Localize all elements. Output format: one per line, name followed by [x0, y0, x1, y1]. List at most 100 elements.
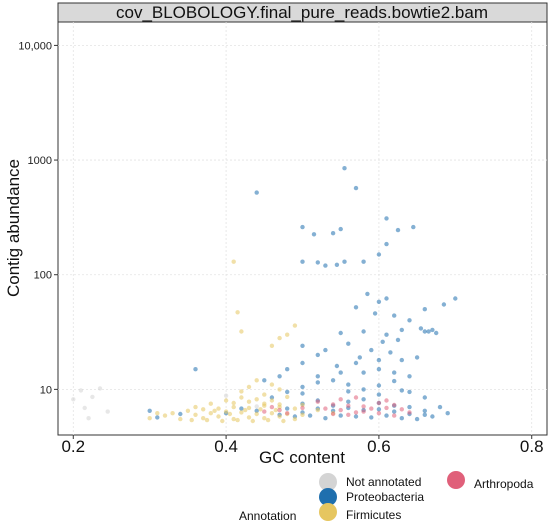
point-proteobacteria — [399, 327, 404, 333]
point-proteobacteria — [323, 263, 328, 268]
point-arthropoda — [384, 405, 389, 411]
point-firmicutes — [292, 406, 298, 411]
point-firmicutes — [235, 310, 240, 315]
point-firmicutes — [231, 416, 236, 422]
point-proteobacteria — [399, 357, 404, 363]
point-proteobacteria — [353, 414, 359, 419]
point-firmicutes — [254, 378, 259, 383]
point-proteobacteria — [437, 404, 443, 410]
legend-label-firmicutes: Firmicutes — [346, 508, 401, 522]
point-proteobacteria — [372, 311, 378, 316]
point-proteobacteria — [376, 252, 382, 257]
point-proteobacteria — [315, 352, 320, 358]
point-not-annotated — [90, 394, 95, 400]
point-proteobacteria — [388, 350, 393, 355]
point-arthropoda — [369, 406, 374, 411]
point-proteobacteria — [369, 415, 374, 420]
point-firmicutes — [285, 394, 290, 400]
point-proteobacteria — [399, 388, 404, 393]
point-firmicutes — [277, 414, 282, 419]
point-proteobacteria — [384, 413, 389, 418]
point-arthropoda — [399, 407, 404, 412]
point-proteobacteria — [353, 360, 359, 366]
point-proteobacteria — [407, 318, 412, 323]
point-arthropoda — [361, 409, 366, 414]
point-proteobacteria — [426, 329, 431, 334]
grid-lines — [58, 22, 547, 435]
point-proteobacteria — [346, 341, 351, 346]
point-arthropoda — [338, 397, 343, 402]
point-proteobacteria — [254, 408, 259, 413]
point-firmicutes — [277, 402, 282, 407]
point-proteobacteria — [346, 389, 351, 394]
point-firmicutes — [246, 415, 252, 420]
point-firmicutes — [155, 411, 160, 416]
point-proteobacteria — [361, 259, 366, 264]
point-proteobacteria — [395, 337, 401, 343]
point-firmicutes — [239, 410, 244, 415]
point-proteobacteria — [323, 347, 328, 353]
point-proteobacteria — [361, 370, 366, 375]
point-proteobacteria — [239, 406, 244, 411]
x-axis-title: GC content — [259, 448, 345, 467]
point-firmicutes — [235, 417, 240, 423]
x-tick-label: 0.6 — [367, 437, 391, 456]
point-firmicutes — [292, 416, 298, 422]
point-arthropoda — [392, 402, 397, 408]
point-proteobacteria — [453, 296, 458, 301]
point-firmicutes — [239, 329, 244, 334]
point-firmicutes — [315, 407, 320, 413]
point-proteobacteria — [357, 355, 362, 360]
point-arthropoda — [300, 405, 305, 411]
point-firmicutes — [208, 401, 213, 406]
point-firmicutes — [216, 414, 221, 419]
point-firmicutes — [223, 398, 229, 403]
point-firmicutes — [269, 343, 275, 348]
point-proteobacteria — [155, 415, 160, 420]
point-firmicutes — [246, 399, 252, 404]
point-proteobacteria — [422, 307, 427, 312]
point-proteobacteria — [262, 378, 267, 383]
point-proteobacteria — [407, 404, 412, 410]
point-proteobacteria — [422, 329, 427, 334]
y-tick-label: 100 — [34, 270, 52, 282]
point-arthropoda — [323, 406, 328, 411]
point-firmicutes — [265, 417, 271, 423]
facet-title: cov_BLOBOLOGY.final_pure_reads.bowtie2.b… — [116, 3, 488, 22]
point-firmicutes — [243, 407, 248, 413]
point-firmicutes — [220, 418, 225, 424]
point-arthropoda — [407, 410, 412, 415]
point-firmicutes — [300, 412, 305, 417]
point-firmicutes — [227, 411, 233, 417]
x-axis-ticks: 0.2 0.4 0.6 0.8 — [61, 435, 544, 456]
point-proteobacteria — [300, 224, 305, 230]
point-proteobacteria — [414, 355, 420, 360]
point-proteobacteria — [315, 374, 320, 379]
point-proteobacteria — [300, 384, 305, 390]
y-tick-label: 1000 — [28, 155, 52, 167]
point-proteobacteria — [300, 360, 305, 366]
y-tick-label: 10,000 — [18, 40, 52, 52]
point-proteobacteria — [300, 343, 305, 348]
point-firmicutes — [269, 398, 275, 403]
point-proteobacteria — [285, 367, 290, 372]
legend-label-not-annotated: Not annotated — [346, 475, 421, 489]
legend: Annotation Not annotated Proteobacteria … — [239, 471, 534, 523]
point-proteobacteria — [407, 389, 412, 395]
point-arthropoda — [338, 407, 343, 413]
point-proteobacteria — [254, 190, 259, 195]
point-proteobacteria — [300, 259, 305, 264]
point-proteobacteria — [445, 411, 450, 416]
point-proteobacteria — [342, 166, 347, 171]
data-points — [71, 166, 458, 424]
point-proteobacteria — [330, 378, 336, 383]
point-firmicutes — [193, 404, 198, 410]
point-proteobacteria — [384, 332, 389, 337]
point-proteobacteria — [392, 313, 397, 318]
point-firmicutes — [231, 400, 236, 406]
point-firmicutes — [201, 416, 206, 421]
point-proteobacteria — [418, 326, 424, 331]
point-proteobacteria — [330, 231, 336, 236]
point-proteobacteria — [346, 399, 351, 404]
